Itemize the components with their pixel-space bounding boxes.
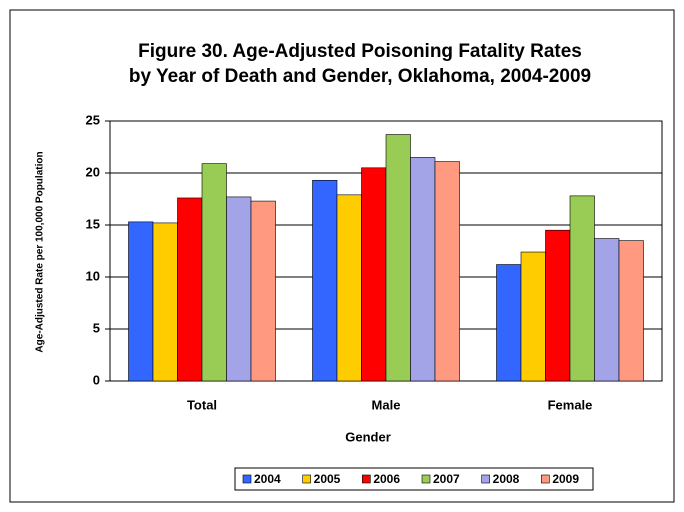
- bar: [226, 196, 252, 382]
- legend-label: 2005: [314, 472, 341, 486]
- y-tick-label: 5: [93, 320, 100, 335]
- y-axis-label: Age-Adjusted Rate per 100,000 Population: [35, 151, 46, 352]
- y-tick-label: 25: [86, 112, 100, 127]
- legend-swatch: [421, 474, 431, 484]
- x-tick-label: Female: [548, 397, 593, 412]
- bar: [569, 195, 595, 382]
- bar: [496, 264, 522, 382]
- legend-label: 2009: [552, 472, 579, 486]
- legend-label: 2007: [433, 472, 460, 486]
- y-tick-label: 0: [93, 372, 100, 387]
- legend-swatch: [302, 474, 311, 484]
- chart-title: by Year of Death and Gender, Oklahoma, 2…: [129, 66, 591, 87]
- y-tick-label: 15: [86, 216, 100, 231]
- bar: [520, 251, 546, 382]
- legend-swatch: [362, 474, 371, 484]
- bar: [410, 157, 436, 382]
- bar: [152, 222, 178, 382]
- legend-label: 2004: [254, 472, 281, 486]
- bar: [312, 179, 338, 382]
- y-tick-label: 10: [86, 268, 100, 283]
- legend-label: 2008: [493, 472, 520, 486]
- x-axis-label: Gender: [345, 429, 391, 444]
- x-tick-label: Total: [187, 397, 217, 412]
- bar: [434, 161, 460, 382]
- bar: [385, 134, 411, 382]
- x-tick-label: Male: [372, 397, 401, 412]
- legend-label: 2006: [373, 472, 400, 486]
- bar: [128, 221, 154, 382]
- legend-box: [234, 467, 594, 491]
- legend-swatch: [481, 474, 490, 484]
- legend-swatch: [541, 474, 550, 484]
- bar: [201, 163, 227, 382]
- bar: [361, 167, 387, 382]
- y-tick-label: 20: [86, 164, 100, 179]
- bar: [545, 229, 571, 382]
- chart-title: Figure 30. Age-Adjusted Poisoning Fatali…: [138, 41, 582, 62]
- legend-swatch: [242, 474, 252, 484]
- bar: [594, 238, 620, 382]
- bar: [177, 197, 203, 382]
- bar: [618, 240, 644, 382]
- bar: [336, 194, 362, 382]
- bar: [250, 200, 276, 382]
